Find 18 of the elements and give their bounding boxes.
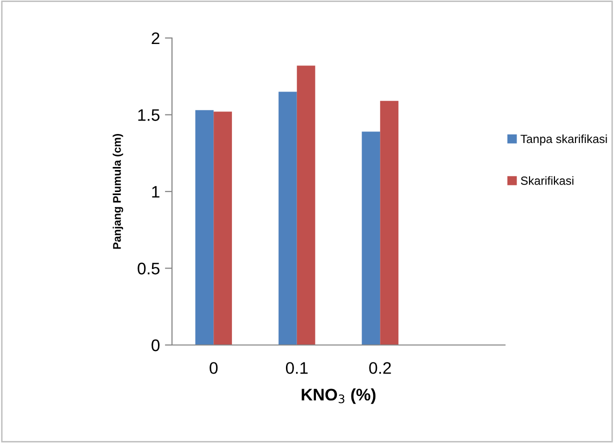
y-tick-label: 1.5: [138, 109, 160, 121]
y-tick-label: 0.5: [138, 262, 160, 274]
legend-label: Skarifikasi: [520, 176, 574, 185]
bar: [362, 132, 380, 345]
x-tick-label: 0: [210, 362, 218, 374]
bar: [214, 112, 232, 345]
y-axis-title: Panjang Plumula (cm): [112, 134, 124, 249]
y-tick-label: 2: [152, 32, 160, 44]
legend-label: Tanpa skarifikasi: [520, 134, 607, 146]
bar: [278, 92, 297, 345]
bar: [296, 66, 316, 345]
x-tick-label: 0.2: [369, 362, 391, 374]
bar: [380, 100, 398, 345]
y-tick-label: 0: [152, 339, 160, 352]
x-tick-label: 0.1: [286, 362, 308, 374]
x-axis-title: KNO$_{3}$ (%): [302, 388, 376, 404]
bar: [195, 110, 214, 345]
y-tick-label: 1: [152, 186, 160, 198]
